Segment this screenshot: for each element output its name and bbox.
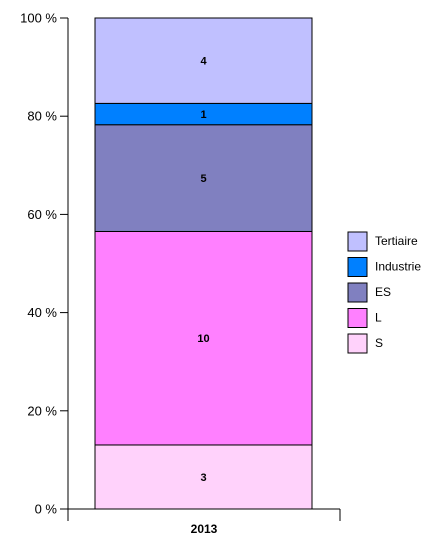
legend-label-es: ES <box>375 285 391 299</box>
y-tick-label: 60 % <box>27 207 57 222</box>
y-axis: 0 % 20 % 40 % 60 % 80 % 100 % <box>20 11 68 517</box>
y-tick-label: 40 % <box>27 305 57 320</box>
bar-stack: 3 10 5 1 4 <box>95 18 312 509</box>
y-tick-label: 100 % <box>20 11 57 26</box>
x-category-label: 2013 <box>191 522 218 536</box>
legend-swatch-s <box>348 334 367 353</box>
legend-swatch-industrie <box>348 258 367 277</box>
legend-swatch-tertiaire <box>348 232 367 251</box>
legend-label-industrie: Industrie <box>375 260 421 274</box>
legend: Tertiaire Industrie ES LS <box>348 232 421 353</box>
legend-swatch-l <box>348 309 367 328</box>
data-label-industrie: 1 <box>200 109 206 121</box>
data-label-tertiaire: 4 <box>200 56 207 68</box>
legend-label-tertiaire: Tertiaire <box>375 234 418 248</box>
x-axis: 2013 <box>68 509 340 536</box>
y-tick-label: 20 % <box>27 403 57 418</box>
y-tick-label: 0 % <box>35 502 58 517</box>
data-label-l: 10 <box>197 333 209 345</box>
legend-label-l: L <box>375 311 382 325</box>
y-tick-label: 80 % <box>27 109 57 124</box>
data-label-es: 5 <box>200 173 206 185</box>
data-label-s: 3 <box>200 472 206 484</box>
legend-label-s: S <box>375 336 383 350</box>
legend-swatch-es <box>348 283 367 302</box>
